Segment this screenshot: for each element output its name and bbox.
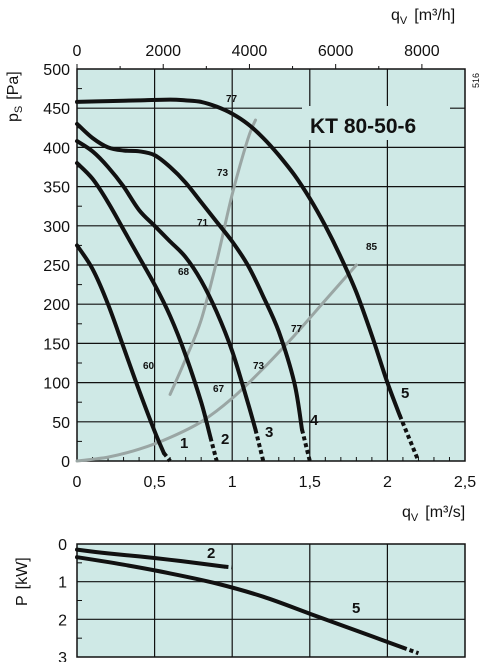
x-tick-label: 2,5 [454, 474, 476, 491]
top-x-tick-label: 2000 [145, 43, 181, 60]
x-tick-label: 0 [73, 474, 82, 491]
power-curves [75, 547, 420, 656]
y-tick-label: 100 [43, 376, 70, 393]
top-axis-q: q [391, 7, 400, 24]
top-x-tick-label: 6000 [318, 43, 354, 60]
top-axis-title: qV [m³/h] [391, 7, 455, 27]
efficiency-label: 85 [366, 242, 378, 253]
bottom-axis-title: qV [m³/s] [402, 504, 465, 524]
y-tick-label: 400 [43, 140, 70, 157]
fan-curve-1 [75, 243, 166, 456]
y-tick-label: 250 [43, 258, 70, 275]
x-tick-label: 0,5 [143, 474, 165, 491]
model-label: KT 80-50-6 [310, 115, 416, 138]
curve-label-2: 2 [221, 431, 229, 448]
curve-label-4: 4 [310, 412, 319, 429]
top-axis-sub: V [400, 15, 408, 27]
y-tick-label: 200 [43, 297, 70, 314]
top-x-tick-label: 0 [73, 43, 82, 60]
power-tick-labels: 0 1 2 3 [58, 537, 67, 662]
fan-curve-tail-5 [397, 414, 421, 462]
efficiency-label: 67 [213, 384, 225, 395]
top-x-tick-label: 8000 [404, 43, 440, 60]
main-grid [76, 64, 465, 461]
power-axis-title: P [kW] [14, 557, 31, 606]
y-axis-unit: [Pa] [5, 71, 22, 99]
efficiency-label: 73 [217, 168, 229, 179]
power-axis-label: P [14, 595, 31, 606]
power-curve-label-5: 5 [352, 600, 360, 617]
bottom-axis-q: q [402, 504, 411, 521]
y-tick-label: 300 [43, 219, 70, 236]
curve-id-labels: 1 2 3 4 5 2 5 [180, 385, 409, 617]
y-tick-label: 50 [52, 415, 70, 432]
power-curve-5 [75, 555, 405, 650]
power-curve-tail-2 [224, 564, 233, 570]
curve-label-3: 3 [265, 424, 273, 441]
fan-curve-2 [75, 161, 213, 440]
curve-label-1: 1 [180, 435, 188, 452]
efficiency-label: 71 [197, 218, 209, 229]
bottom-axis-unit: [m³/s] [425, 504, 465, 521]
top-axis-unit: [m³/h] [414, 7, 455, 24]
fan-curves [75, 97, 421, 463]
efficiency-label: 77 [291, 324, 303, 335]
x-tick-label: 1 [228, 474, 237, 491]
fan-curve-5 [75, 97, 402, 418]
top-x-tick-label: 4000 [232, 43, 268, 60]
power-tick-label: 0 [58, 537, 67, 554]
x-tick-label: 1,5 [299, 474, 321, 491]
y-tick-label: 150 [43, 336, 70, 353]
y-tick-label: 350 [43, 180, 70, 197]
fan-curve-3 [75, 139, 258, 432]
y-tick-label: 500 [43, 62, 70, 79]
y-axis-sub: S [13, 106, 25, 113]
system-curve [75, 263, 358, 463]
y-axis-title: pS [Pa] [5, 71, 25, 122]
efficiency-labels: 60 67 68 71 73 73 77 77 85 [143, 94, 378, 395]
fan-curve-4 [75, 121, 304, 432]
power-curve-label-2: 2 [207, 545, 215, 562]
y-tick-label: 450 [43, 101, 70, 118]
bottom-axis-sub: V [411, 512, 419, 524]
power-tick-label: 1 [58, 575, 67, 592]
fan-curve-tail-1 [162, 451, 172, 463]
power-tick-label: 2 [58, 612, 67, 629]
curve-label-5: 5 [401, 385, 409, 402]
efficiency-label: 60 [143, 361, 155, 372]
fan-curve-tail-4 [300, 429, 312, 462]
efficiency-label: 73 [253, 361, 265, 372]
model-label-box [302, 106, 450, 140]
figure-reference: 516 [471, 73, 481, 88]
power-axis-unit: [kW] [14, 557, 31, 589]
power-curve-2 [75, 547, 227, 569]
power-tick-label: 3 [58, 650, 67, 662]
efficiency-label: 68 [178, 267, 190, 278]
efficiency-label: 77 [226, 94, 238, 105]
y-tick-label: 0 [61, 454, 70, 471]
fan-curve-tail-3 [253, 429, 266, 462]
power-grid [77, 544, 465, 657]
x-tick-label: 2 [383, 474, 392, 491]
y-axis-p: p [5, 113, 22, 122]
power-curve-tail-5 [402, 645, 420, 656]
